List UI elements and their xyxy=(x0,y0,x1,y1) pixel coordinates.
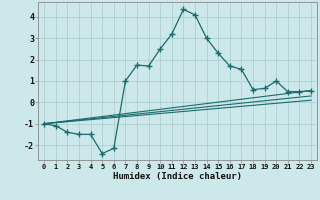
X-axis label: Humidex (Indice chaleur): Humidex (Indice chaleur) xyxy=(113,172,242,181)
